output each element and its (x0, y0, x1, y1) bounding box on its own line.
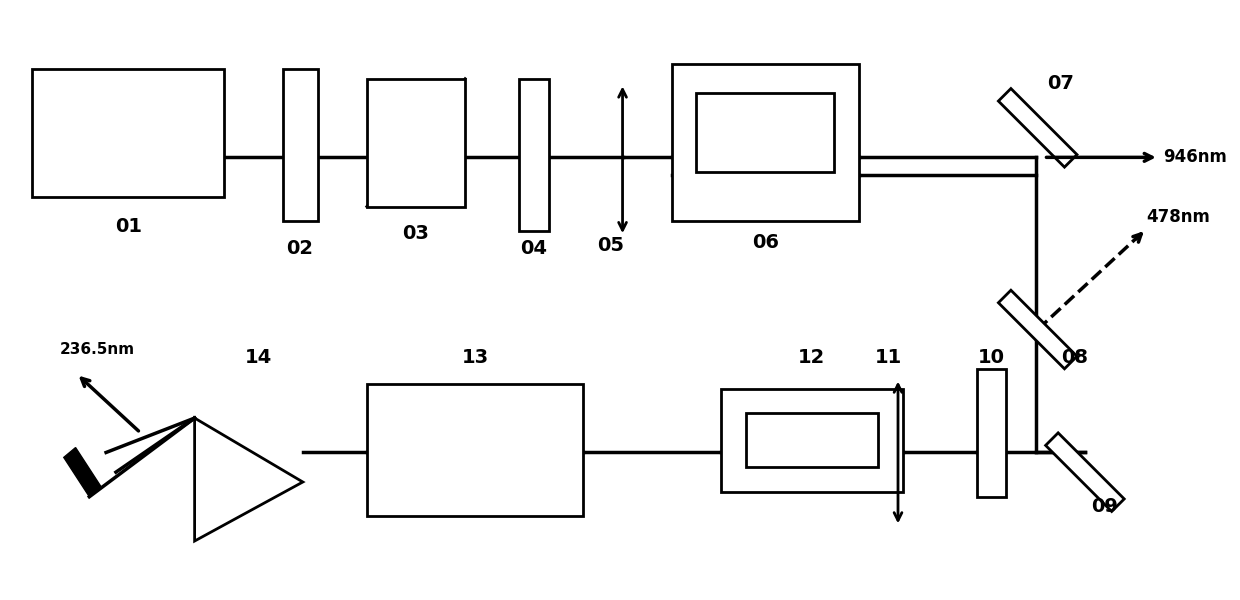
Bar (283, 69, 317, 221)
Text: 05: 05 (598, 236, 624, 256)
Text: 04: 04 (521, 239, 548, 259)
Bar (672, 64, 858, 221)
Bar (697, 94, 835, 172)
Polygon shape (1045, 433, 1125, 511)
Bar (367, 79, 465, 206)
Bar (745, 413, 878, 467)
Text: 478nm: 478nm (1146, 208, 1210, 226)
Polygon shape (998, 89, 1078, 167)
Text: 13: 13 (461, 347, 489, 367)
Polygon shape (63, 448, 102, 497)
Bar (32, 69, 224, 197)
Text: 08: 08 (1061, 347, 1089, 367)
Text: 01: 01 (115, 217, 143, 236)
Text: 236.5nm: 236.5nm (60, 341, 135, 356)
Text: 11: 11 (874, 347, 901, 367)
Text: 06: 06 (751, 233, 779, 253)
Bar (720, 389, 903, 492)
Text: 03: 03 (403, 224, 429, 242)
Text: 10: 10 (978, 347, 1004, 367)
Bar (520, 79, 549, 231)
Text: 02: 02 (286, 239, 314, 259)
Text: 07: 07 (1047, 74, 1074, 93)
Text: 14: 14 (246, 347, 273, 367)
Bar (977, 369, 1006, 497)
Text: 09: 09 (1091, 497, 1118, 516)
Text: 12: 12 (797, 347, 825, 367)
Bar (367, 383, 583, 517)
Polygon shape (195, 418, 303, 541)
Polygon shape (998, 290, 1078, 369)
Text: 946nm: 946nm (1163, 148, 1228, 166)
